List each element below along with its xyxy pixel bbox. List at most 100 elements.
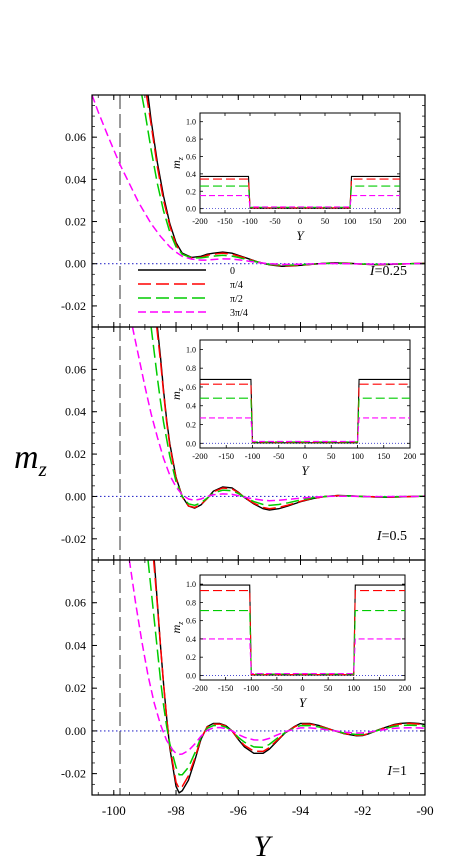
inset-x-tick-label: -150 xyxy=(217,216,233,226)
series-line xyxy=(141,95,425,266)
panels: -0.020.000.020.040.06I=0.250.00.20.40.60… xyxy=(61,94,434,818)
inset-x-tick-label: 0 xyxy=(300,683,304,693)
x-tick-label: -94 xyxy=(292,803,310,818)
inset-x-tick-label: -100 xyxy=(245,451,261,461)
panel-annotation: I=0.25 xyxy=(369,264,407,279)
x-tick-label: -90 xyxy=(416,803,433,818)
legend-label: π/2 xyxy=(230,294,243,305)
panel-annotation: I=1 xyxy=(386,764,407,779)
inset-x-tick-label: 0 xyxy=(303,451,307,461)
inset-series-line xyxy=(200,417,410,442)
y-tick-label: 0.02 xyxy=(65,681,86,695)
inset-x-tick-label: 100 xyxy=(351,451,364,461)
inset-y-tick-label: 0.2 xyxy=(186,421,196,430)
inset-y-tick-label: 0.8 xyxy=(186,364,196,373)
y-tick-label: 0.04 xyxy=(65,172,86,186)
inset-x-tick-label: -200 xyxy=(192,451,208,461)
inset-y-tick-label: 0.0 xyxy=(186,205,196,214)
inset-x-tick-label: 50 xyxy=(327,451,336,461)
inset-x-tick-label: -200 xyxy=(192,683,208,693)
inset-y-tick-label: 1.0 xyxy=(186,580,196,589)
series-group xyxy=(128,560,425,794)
inset-frame xyxy=(199,339,411,449)
series-line xyxy=(128,560,425,756)
y-tick-label: 0.04 xyxy=(65,638,86,652)
y-tick-label: 0.06 xyxy=(65,596,86,610)
panel-2: -0.020.000.020.040.06I=0.50.00.20.40.60.… xyxy=(61,326,426,561)
inset-y-tick-label: 1.0 xyxy=(186,118,196,127)
inset-x-tick-label: 100 xyxy=(347,683,360,693)
inset-panel: 0.0 0.2 0.4 0.6 0.8 1.0 -200 -150 -100 -50 0 50 100 1… xyxy=(169,339,417,478)
inset-y-tick-label: 0.8 xyxy=(186,598,196,607)
inset-x-axis-label: Y xyxy=(299,695,308,710)
x-tick-label: -100 xyxy=(102,803,126,818)
legend-label: 0 xyxy=(230,266,235,277)
y-tick-label: -0.02 xyxy=(61,299,86,313)
x-tick-label: -92 xyxy=(354,803,371,818)
y-tick-label: 0.06 xyxy=(65,130,86,144)
inset-y-axis-label: mz xyxy=(169,621,185,634)
inset-y-axis-label: mz xyxy=(169,387,185,400)
y-tick-label: 0.00 xyxy=(65,257,86,271)
inset-x-tick-label: 200 xyxy=(399,683,412,693)
inset-panel: 0.0 0.2 0.4 0.6 0.8 1.0 -200 -150 -100 -50 0 50 100 1… xyxy=(169,112,407,243)
inset-y-tick-label: 0.4 xyxy=(186,635,196,644)
panel-3: -0.020.000.020.040.06-100 -98 -96 -94 -92 -90… xyxy=(61,559,434,818)
panel-annotation: I=0.5 xyxy=(376,529,407,544)
inset-frame xyxy=(199,574,406,681)
inset-x-axis-label: Y xyxy=(301,463,310,478)
series-line xyxy=(131,327,425,502)
inset-x-tick-label: 200 xyxy=(394,216,407,226)
inset-y-tick-label: 0.4 xyxy=(186,170,196,179)
x-tick-label: -96 xyxy=(230,803,248,818)
inset-panel: 0.0 0.2 0.4 0.6 0.8 1.0 -200 -150 -100 -50 0 50 100 1… xyxy=(169,574,412,710)
inset-series-line xyxy=(200,638,405,675)
inset-x-tick-label: 200 xyxy=(404,451,417,461)
y-tick-label: 0.06 xyxy=(65,362,86,376)
y-tick-label: 0.00 xyxy=(65,724,86,738)
panel-frame xyxy=(91,559,426,796)
inset-series-line xyxy=(200,195,400,208)
y-axis-label: mz xyxy=(14,439,47,481)
y-axis-label-subscript: z xyxy=(38,457,47,481)
inset-series-line xyxy=(200,178,400,209)
inset-y-tick-label: 0.0 xyxy=(186,671,196,680)
x-axis-label: Y xyxy=(254,830,274,863)
inset-y-tick-label: 1.0 xyxy=(186,345,196,354)
inset-y-tick-label: 0.6 xyxy=(186,383,196,392)
inset-x-tick-label: -100 xyxy=(242,216,258,226)
inset-x-tick-label: -50 xyxy=(273,451,284,461)
panel-1: -0.020.000.020.040.06I=0.250.00.20.40.60… xyxy=(61,94,426,328)
inset-x-tick-label: -50 xyxy=(269,216,280,226)
inset-y-tick-label: 0.6 xyxy=(186,152,196,161)
y-tick-label: 0.04 xyxy=(65,405,86,419)
inset-y-tick-label: 0.8 xyxy=(186,135,196,144)
inset-x-axis-label: Y xyxy=(296,228,305,243)
inset-x-tick-label: -200 xyxy=(192,216,208,226)
inset-y-tick-label: 0.6 xyxy=(186,617,196,626)
inset-x-tick-label: 150 xyxy=(377,451,390,461)
inset-x-tick-label: -150 xyxy=(218,451,234,461)
inset-x-tick-label: 50 xyxy=(321,216,330,226)
inset-y-tick-label: 0.2 xyxy=(186,653,196,662)
x-tick-label: -98 xyxy=(167,803,184,818)
inset-x-tick-label: 150 xyxy=(373,683,386,693)
legend: 0 π/4 π/2 3π/4 xyxy=(138,266,248,319)
inset-x-tick-label: 0 xyxy=(298,216,302,226)
inset-y-tick-label: 0.0 xyxy=(186,439,196,448)
inset-x-tick-label: 150 xyxy=(369,216,382,226)
inset-x-tick-label: -150 xyxy=(218,683,234,693)
inset-x-tick-label: -50 xyxy=(271,683,282,693)
inset-frame xyxy=(199,112,401,214)
series-line xyxy=(145,95,425,267)
y-tick-label: 0.02 xyxy=(65,215,86,229)
inset-series-line xyxy=(200,175,400,209)
inset-x-tick-label: -100 xyxy=(243,683,259,693)
series-line xyxy=(92,95,425,266)
legend-label: 3π/4 xyxy=(230,308,248,319)
series-group xyxy=(92,95,425,267)
inset-x-tick-label: 100 xyxy=(344,216,357,226)
legend-label: π/4 xyxy=(230,280,243,291)
y-tick-label: -0.02 xyxy=(61,767,86,781)
